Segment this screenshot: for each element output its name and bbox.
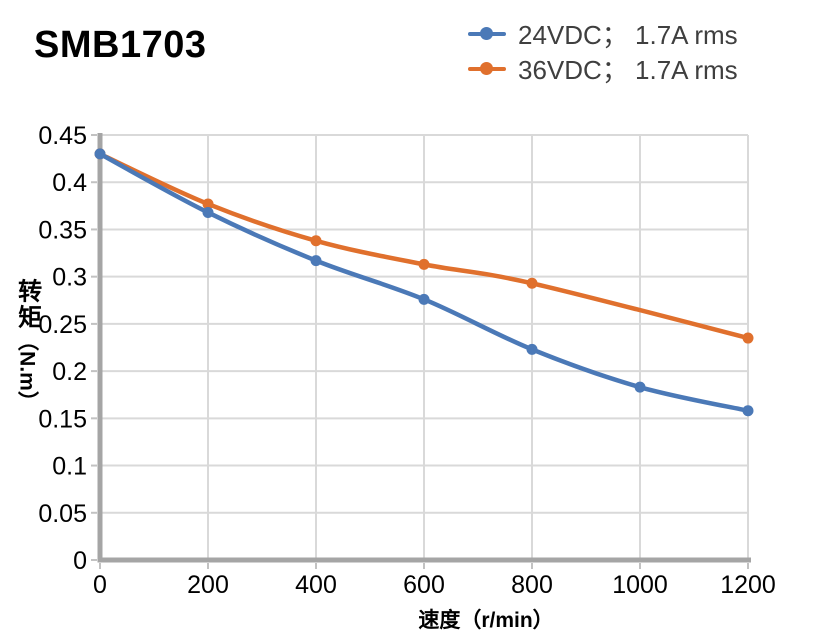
legend-item-36vdc: 36VDC； 1.7A rms bbox=[468, 51, 738, 86]
legend-item-24vdc: 24VDC； 1.7A rms bbox=[468, 16, 738, 51]
legend-dot-icon bbox=[480, 27, 493, 40]
data-point-marker bbox=[526, 343, 538, 355]
legend: 24VDC； 1.7A rms 36VDC； 1.7A rms bbox=[468, 16, 738, 86]
data-point-marker bbox=[94, 148, 106, 160]
y-tick-label: 0 bbox=[73, 547, 87, 575]
legend-dot-icon bbox=[480, 62, 493, 75]
data-point-marker bbox=[202, 206, 214, 218]
chart-title: SMB1703 bbox=[34, 24, 207, 66]
x-tick-label: 800 bbox=[511, 571, 553, 599]
y-tick-label: 0.15 bbox=[38, 405, 87, 433]
y-tick-label: 0.25 bbox=[38, 311, 87, 339]
data-point-marker bbox=[526, 277, 538, 289]
y-tick-label: 0.45 bbox=[38, 122, 87, 150]
x-tick-label: 1000 bbox=[612, 571, 668, 599]
series-line bbox=[97, 151, 751, 341]
x-axis-title: 速度（r/min） bbox=[418, 609, 554, 632]
y-axis-title-cjk: 转矩 bbox=[13, 278, 41, 331]
legend-marker-36vdc bbox=[468, 61, 506, 76]
data-point-marker bbox=[202, 198, 214, 210]
y-axis-title: 转矩（N.m） bbox=[13, 278, 41, 412]
x-tick-label: 1200 bbox=[720, 571, 776, 599]
axis-lines bbox=[97, 133, 751, 563]
data-point-marker bbox=[310, 235, 322, 247]
y-tick-label: 0.35 bbox=[38, 216, 87, 244]
data-point-marker bbox=[418, 258, 430, 270]
y-tick-label: 0.1 bbox=[52, 453, 87, 481]
legend-label-24vdc: 24VDC； 1.7A rms bbox=[518, 20, 738, 50]
x-tick-label: 200 bbox=[187, 571, 229, 599]
data-point-marker bbox=[634, 381, 646, 393]
data-point-marker bbox=[418, 293, 430, 305]
data-point-marker bbox=[310, 255, 322, 267]
x-tick-label: 0 bbox=[93, 571, 107, 599]
legend-label-36vdc: 36VDC； 1.7A rms bbox=[518, 55, 738, 85]
data-point-marker bbox=[742, 332, 754, 344]
x-tick-label: 400 bbox=[295, 571, 337, 599]
y-tick-label: 0.4 bbox=[52, 169, 87, 197]
y-tick-label: 0.05 bbox=[38, 500, 87, 528]
x-tick-label: 600 bbox=[403, 571, 445, 599]
y-tick-label: 0.3 bbox=[52, 264, 87, 292]
y-tick-label: 0.2 bbox=[52, 358, 87, 386]
legend-marker-24vdc bbox=[468, 26, 506, 41]
y-axis-title-unit: （N.m） bbox=[15, 330, 39, 412]
data-point-marker bbox=[742, 405, 754, 417]
